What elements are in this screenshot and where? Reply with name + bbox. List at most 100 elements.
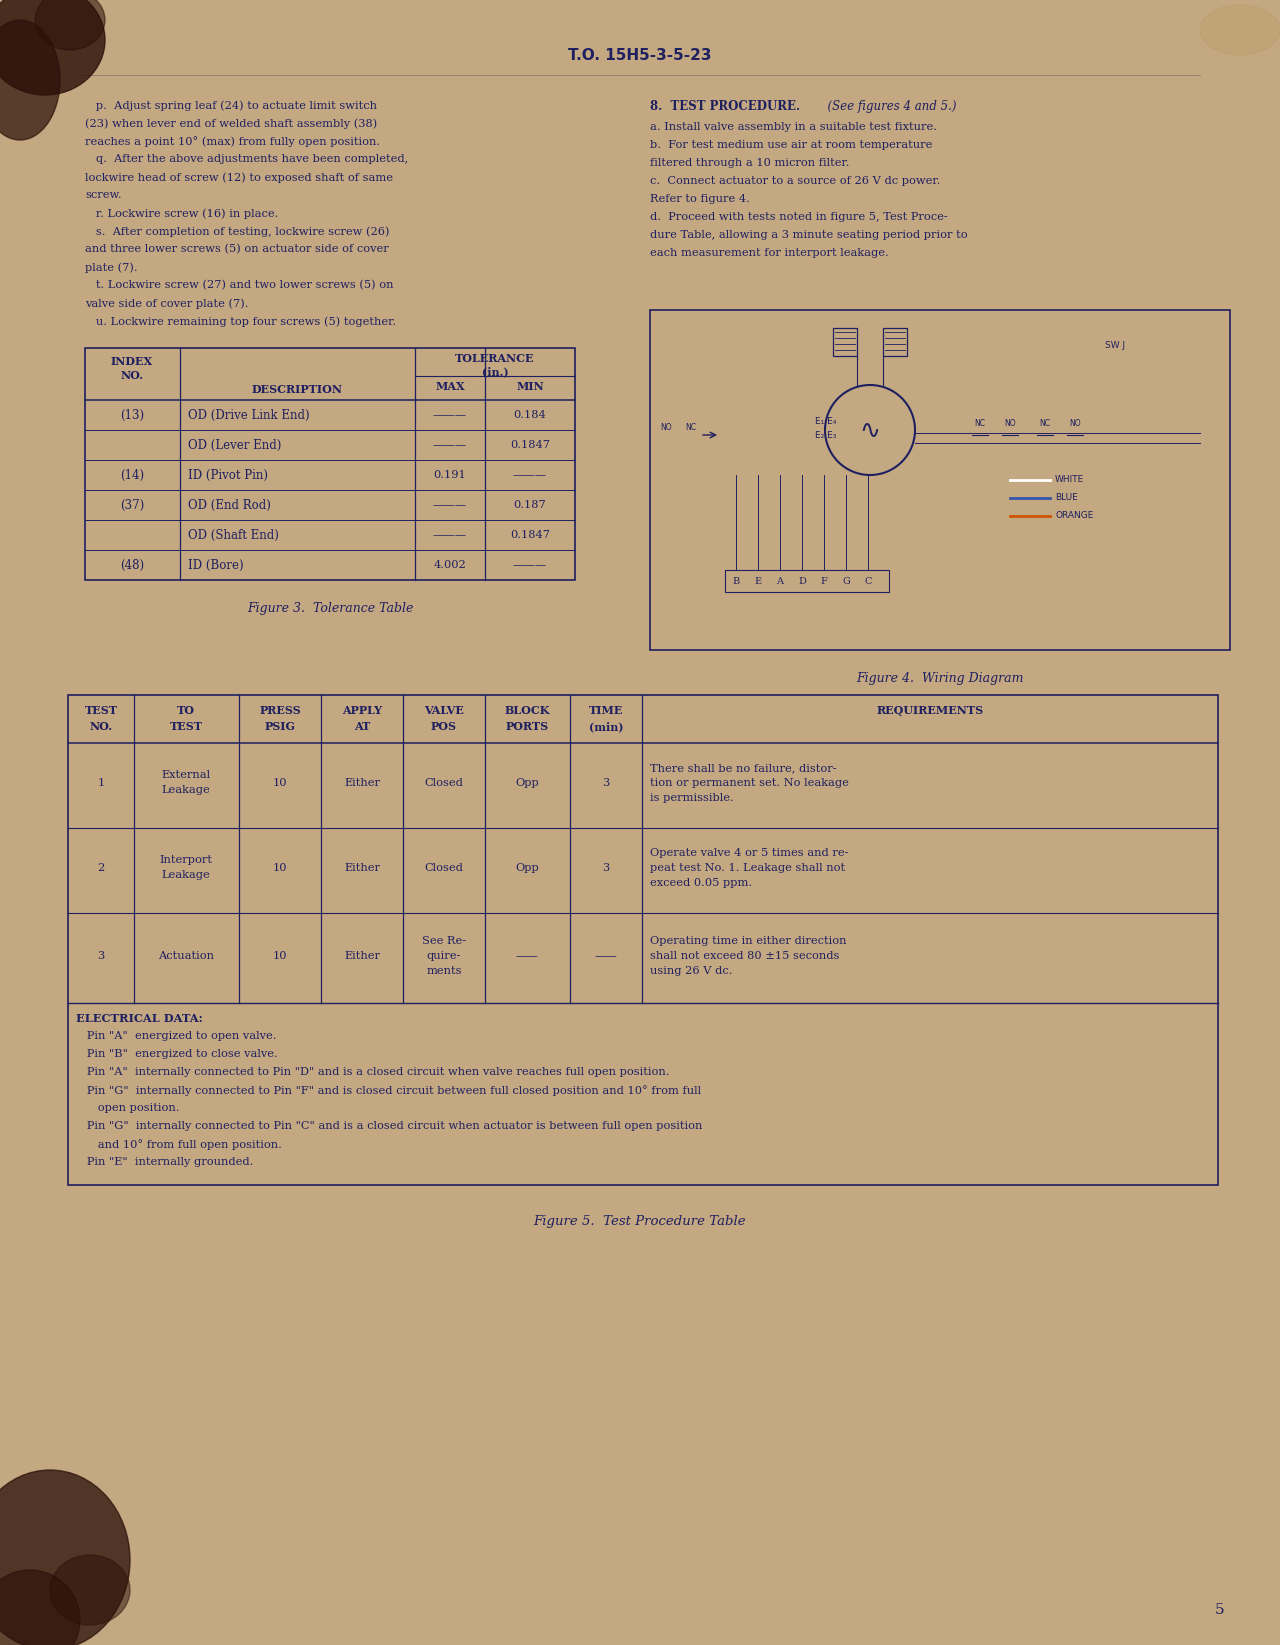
Text: Actuation: Actuation [157,951,214,961]
Text: screw.: screw. [84,191,122,201]
Text: NC: NC [1039,418,1051,428]
Text: ———: ——— [433,439,467,451]
Text: ———: ——— [433,410,467,419]
Text: 10: 10 [273,778,287,788]
Ellipse shape [35,0,105,49]
Ellipse shape [1201,5,1280,54]
Text: NO: NO [1069,418,1080,428]
Text: NO: NO [1005,418,1016,428]
Text: 3: 3 [97,951,105,961]
Text: BLOCK: BLOCK [504,706,549,716]
Text: Either: Either [344,951,380,961]
Bar [833,327,858,355]
Text: ID (Bore): ID (Bore) [188,559,243,571]
Text: plate (7).: plate (7). [84,262,138,273]
Text: AT: AT [353,721,370,732]
Text: G: G [842,576,850,586]
Text: ELECTRICAL DATA:: ELECTRICAL DATA: [76,1013,202,1023]
Text: PSIG: PSIG [265,721,296,732]
Text: TO: TO [177,706,195,716]
Text: REQUIREMENTS: REQUIREMENTS [877,706,983,716]
Text: C: C [864,576,872,586]
Text: ———: ——— [513,470,547,480]
Text: OD (End Rod): OD (End Rod) [188,498,271,512]
Ellipse shape [0,1471,131,1645]
Ellipse shape [0,1569,79,1645]
Ellipse shape [0,20,60,140]
Text: Interport: Interport [160,855,212,865]
Text: ∿: ∿ [859,418,881,443]
Text: peat test No. 1. Leakage shall not: peat test No. 1. Leakage shall not [650,864,845,873]
Text: each measurement for interport leakage.: each measurement for interport leakage. [650,248,888,258]
Text: filtered through a 10 micron filter.: filtered through a 10 micron filter. [650,158,850,168]
Text: DESCRIPTION: DESCRIPTION [251,383,343,395]
Bar [883,327,908,355]
Text: ———: ——— [433,500,467,510]
Text: 0.1847: 0.1847 [509,439,550,451]
Text: F: F [820,576,827,586]
Text: ——: —— [595,951,617,961]
Text: BLUE: BLUE [1055,494,1078,502]
Bar [650,309,1230,650]
Text: E₂ E₃: E₂ E₃ [815,431,836,441]
Text: 5: 5 [1215,1602,1225,1617]
Text: a. Install valve assembly in a suitable test fixture.: a. Install valve assembly in a suitable … [650,122,937,132]
Bar [68,694,1219,1184]
Text: See Re-: See Re- [422,936,466,946]
Text: u. Lockwire remaining top four screws (5) together.: u. Lockwire remaining top four screws (5… [84,316,396,327]
Text: Opp: Opp [515,864,539,873]
Text: Pin "B"  energized to close valve.: Pin "B" energized to close valve. [76,1050,278,1059]
Text: POS: POS [431,721,457,732]
Text: TIME: TIME [589,706,623,716]
Text: tion or permanent set. No leakage: tion or permanent set. No leakage [650,778,849,788]
Text: 0.1847: 0.1847 [509,530,550,540]
Text: E₁ E₄: E₁ E₄ [815,418,836,426]
Text: Pin "A"  energized to open valve.: Pin "A" energized to open valve. [76,1031,276,1041]
Text: SW J: SW J [1105,341,1125,349]
Text: Pin "E"  internally grounded.: Pin "E" internally grounded. [76,1156,253,1166]
Text: (in.): (in.) [481,365,508,377]
Text: OD (Shaft End): OD (Shaft End) [188,528,279,541]
Text: NO.: NO. [120,370,143,382]
Text: open position.: open position. [76,1104,179,1114]
Text: (14): (14) [120,469,145,482]
Text: and 10° from full open position.: and 10° from full open position. [76,1138,282,1150]
Text: B: B [732,576,740,586]
Text: ——: —— [516,951,539,961]
Text: D: D [797,576,806,586]
Text: is permissible.: is permissible. [650,793,733,803]
Text: MAX: MAX [435,382,465,392]
Text: 2: 2 [97,864,105,873]
Text: OD (Drive Link End): OD (Drive Link End) [188,408,310,421]
Text: TEST: TEST [169,721,202,732]
Text: quire-: quire- [426,951,461,961]
Text: ———: ——— [513,559,547,571]
Text: Closed: Closed [425,864,463,873]
Ellipse shape [50,1555,131,1625]
Text: Operating time in either direction: Operating time in either direction [650,936,846,946]
Text: VALVE: VALVE [424,706,463,716]
Text: External: External [161,770,211,780]
Text: NO: NO [660,423,672,431]
Text: ments: ments [426,966,462,975]
Bar [84,349,575,581]
Text: 4.002: 4.002 [434,559,466,571]
Text: p.  Adjust spring leaf (24) to actuate limit switch: p. Adjust spring leaf (24) to actuate li… [84,100,378,110]
Text: (min): (min) [589,721,623,732]
Text: 0.191: 0.191 [434,470,466,480]
Text: 0.184: 0.184 [513,410,547,419]
Text: NC: NC [974,418,986,428]
Text: Refer to figure 4.: Refer to figure 4. [650,194,750,204]
Text: q.  After the above adjustments have been completed,: q. After the above adjustments have been… [84,155,408,164]
Text: exceed 0.05 ppm.: exceed 0.05 ppm. [650,878,753,888]
Text: Pin "G"  internally connected to Pin "C" and is a closed circuit when actuator i: Pin "G" internally connected to Pin "C" … [76,1120,703,1132]
Text: MIN: MIN [516,382,544,392]
Text: lockwire head of screw (12) to exposed shaft of same: lockwire head of screw (12) to exposed s… [84,173,393,183]
Text: and three lower screws (5) on actuator side of cover: and three lower screws (5) on actuator s… [84,243,389,255]
Text: PORTS: PORTS [506,721,549,732]
Text: 1: 1 [97,778,105,788]
Text: ID (Pivot Pin): ID (Pivot Pin) [188,469,268,482]
Text: APPLY: APPLY [342,706,381,716]
Text: d.  Proceed with tests noted in figure 5, Test Proce-: d. Proceed with tests noted in figure 5,… [650,212,947,222]
Text: (13): (13) [120,408,145,421]
